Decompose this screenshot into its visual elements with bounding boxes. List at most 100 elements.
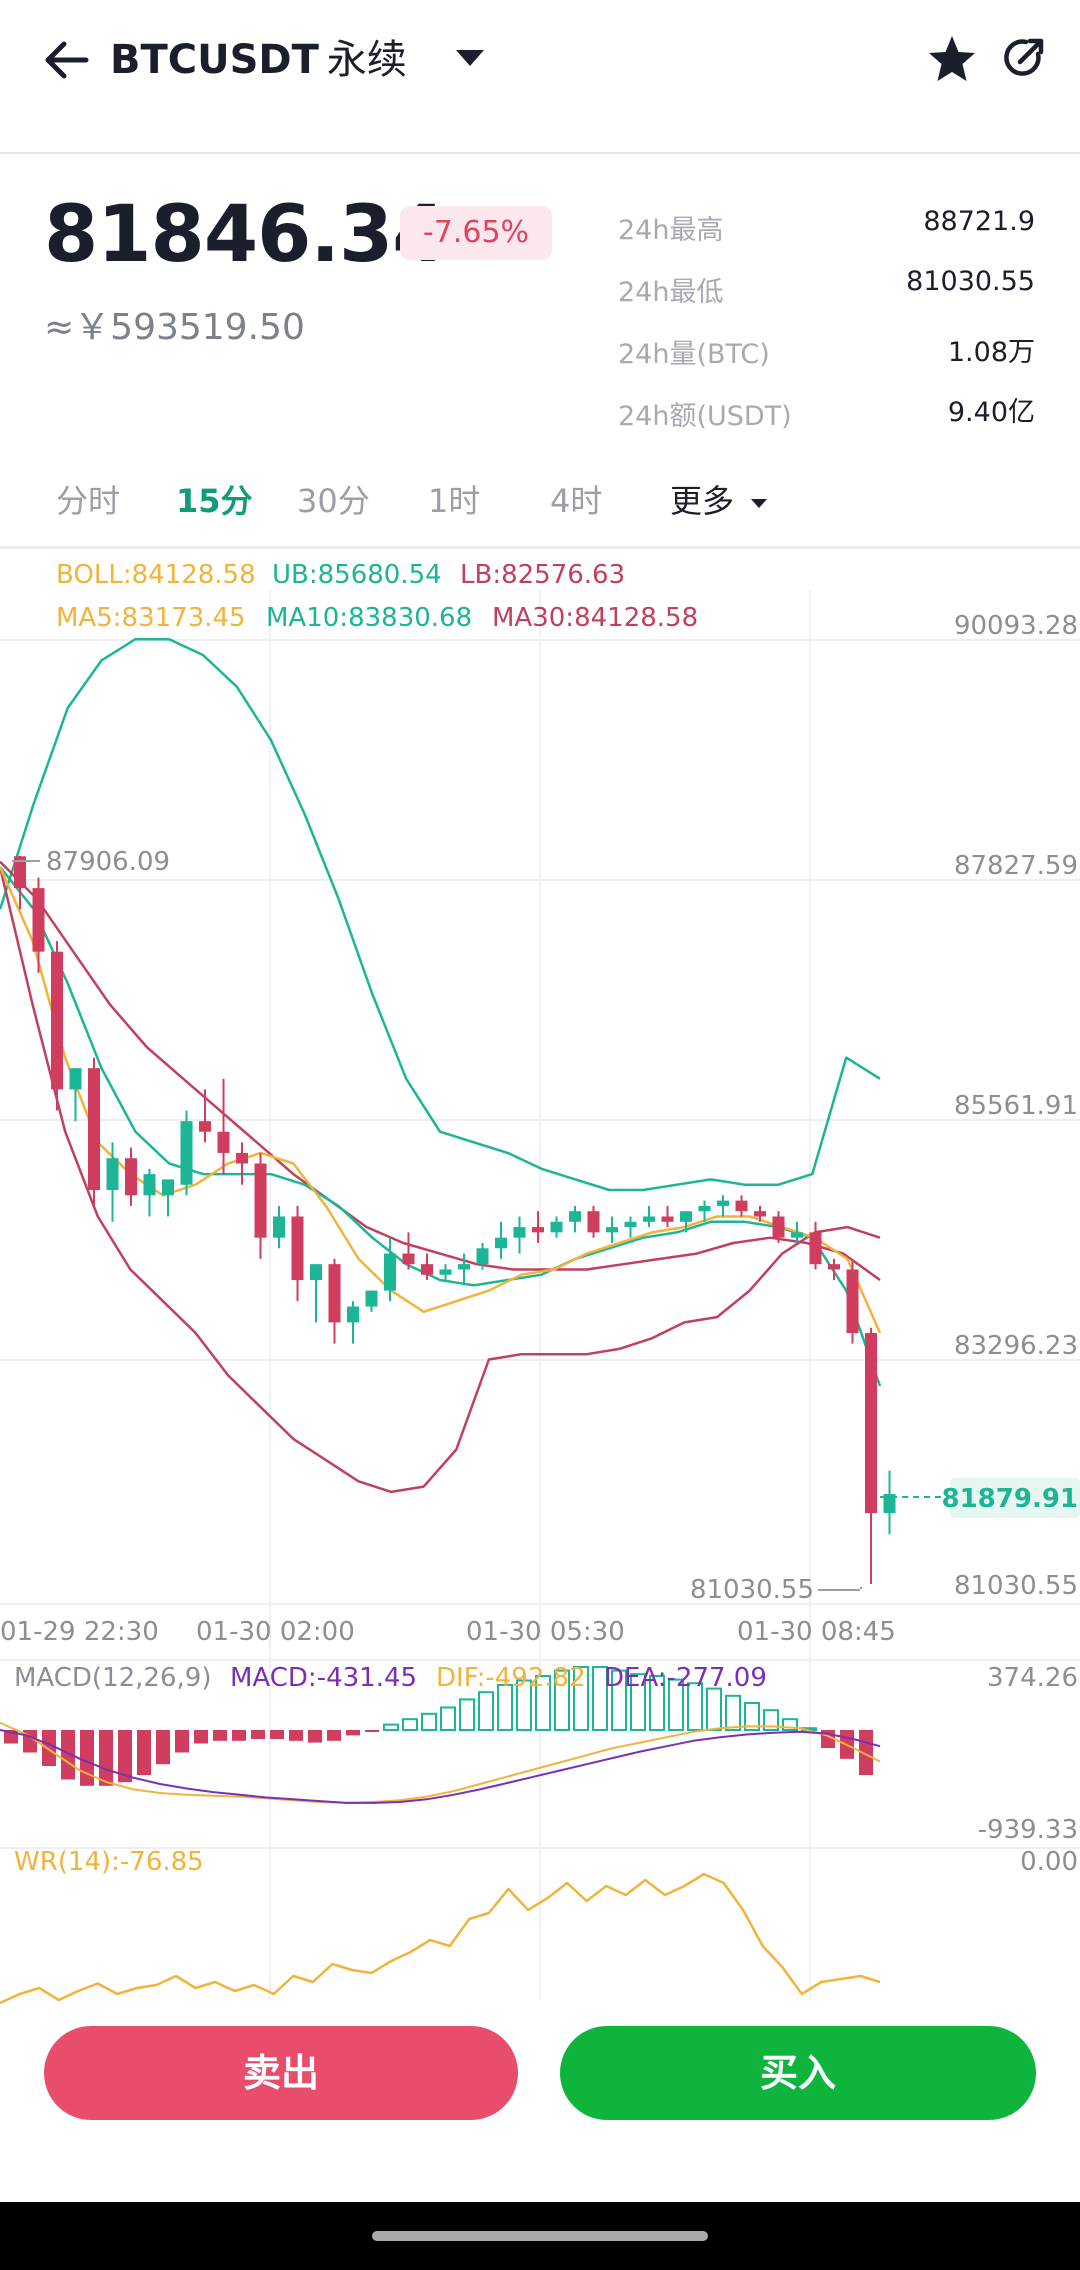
ma10-line (0, 866, 882, 1387)
x-axis-label: 01-30 08:45 (737, 1617, 896, 1647)
current-price-tag (950, 1478, 1080, 1518)
change-percent-badge: -7.65% (400, 206, 552, 260)
stat-turnover-value: 9.40亿 (947, 397, 1035, 428)
candle (273, 1216, 285, 1238)
x-axis-label: 01-29 22:30 (0, 1617, 159, 1647)
dif-line (0, 1721, 881, 1804)
candle (569, 1211, 581, 1222)
y-axis-label: 83296.23 (954, 1331, 1078, 1361)
high-price-marker: 87906.09 (46, 847, 170, 877)
tab-30m[interactable]: 30分 (297, 482, 370, 520)
macd-bar (421, 1712, 437, 1732)
candle (162, 1179, 174, 1196)
candle (680, 1211, 692, 1222)
macd-bar (402, 1718, 418, 1731)
sell-button[interactable]: 卖出 (44, 2026, 518, 2120)
macd-bar (346, 1730, 360, 1736)
candle (347, 1306, 359, 1323)
candle (754, 1211, 766, 1217)
boll-upper-line (0, 637, 881, 1192)
macd-bar (459, 1698, 475, 1732)
arrow-left-icon[interactable] (38, 30, 98, 90)
candle (606, 1227, 618, 1233)
candle (772, 1216, 785, 1238)
tab-4h[interactable]: 4时 (550, 482, 603, 520)
tab-timeline[interactable]: 分时 (56, 482, 121, 520)
candle (69, 1068, 82, 1090)
macd-axis-top: 374.26 (987, 1663, 1078, 1693)
candle (291, 1216, 304, 1281)
candle (828, 1264, 840, 1270)
candle (310, 1264, 322, 1281)
macd-bar (175, 1730, 189, 1753)
candle (495, 1237, 507, 1249)
macd-bar (213, 1730, 227, 1741)
y-axis-label: 81030.55 (954, 1571, 1078, 1601)
macd-bar (611, 1669, 627, 1731)
macd-bar (251, 1730, 265, 1739)
triangle-down-icon[interactable] (452, 44, 488, 72)
tab-more-label: 更多 (670, 482, 735, 520)
candle (125, 1158, 137, 1196)
macd-bar (592, 1666, 608, 1731)
wr-panel (0, 1872, 881, 2005)
macd-title: MACD(12,26,9) (14, 1663, 211, 1693)
candle (106, 1158, 119, 1191)
macd-bar (516, 1679, 532, 1731)
candle (624, 1221, 637, 1228)
macd-bar (80, 1730, 94, 1786)
ma5-value: MA5:83173.45 (56, 603, 246, 633)
macd-bar (156, 1730, 170, 1765)
candle (439, 1269, 452, 1275)
stat-turnover-label: 24h额(USDT) (618, 401, 792, 432)
macd-bar (535, 1675, 551, 1731)
candle (883, 1494, 896, 1514)
y-axis-label: 90093.28 (954, 611, 1078, 641)
macd-bar (118, 1730, 132, 1783)
symbol-name: BTCUSDT (110, 37, 319, 83)
macd-bar (649, 1675, 665, 1731)
macd-bar (42, 1730, 56, 1766)
macd-bar (687, 1682, 703, 1731)
symbol-title[interactable]: BTCUSDT 永续 (110, 30, 407, 90)
home-indicator[interactable] (372, 2231, 708, 2241)
candle (236, 1152, 248, 1164)
y-axis-label: 85561.91 (954, 1091, 1078, 1121)
current-price-marker: 81879.91 (941, 1484, 1078, 1514)
tab-15m[interactable]: 15分 (176, 482, 253, 520)
candles-layer (14, 855, 896, 1584)
macd-value: MACD:-431.45 (230, 1663, 417, 1693)
candle (143, 1174, 156, 1196)
tab-1h[interactable]: 1时 (428, 482, 481, 520)
star-icon[interactable] (924, 32, 980, 88)
candle (51, 951, 63, 1090)
candle (88, 1068, 100, 1191)
boll-bands (0, 637, 882, 1494)
macd-bar (744, 1702, 760, 1731)
candle (587, 1211, 600, 1233)
macd-bar (706, 1687, 722, 1731)
buy-button[interactable]: 买入 (560, 2026, 1036, 2120)
macd-bar (573, 1666, 589, 1731)
candle (865, 1333, 877, 1514)
macd-bar (194, 1730, 208, 1744)
candle (458, 1264, 470, 1270)
macd-panel (0, 1666, 881, 1804)
kline-chart[interactable]: BOLL:84128.58 UB:85680.54 LB:82576.63 MA… (0, 548, 1080, 2008)
candle (199, 1121, 211, 1132)
boll-lb-value: LB:82576.63 (460, 560, 625, 590)
caret-down-icon (751, 499, 768, 508)
candle (717, 1200, 729, 1206)
stat-high-value: 88721.9 (923, 206, 1035, 237)
share-icon[interactable] (998, 32, 1050, 84)
macd-bar (782, 1718, 798, 1731)
low-price-marker: 81030.55 (690, 1575, 814, 1605)
tab-more[interactable]: 更多 (670, 476, 770, 522)
macd-bar (725, 1694, 741, 1732)
x-axis-label: 01-30 02:00 (196, 1617, 355, 1647)
macd-bar (763, 1709, 779, 1731)
cny-equivalent: ≈￥593519.50 (44, 307, 305, 348)
candle (846, 1269, 859, 1334)
contract-type: 永续 (326, 37, 407, 83)
stat-volume-label: 24h量(BTC) (618, 339, 770, 370)
